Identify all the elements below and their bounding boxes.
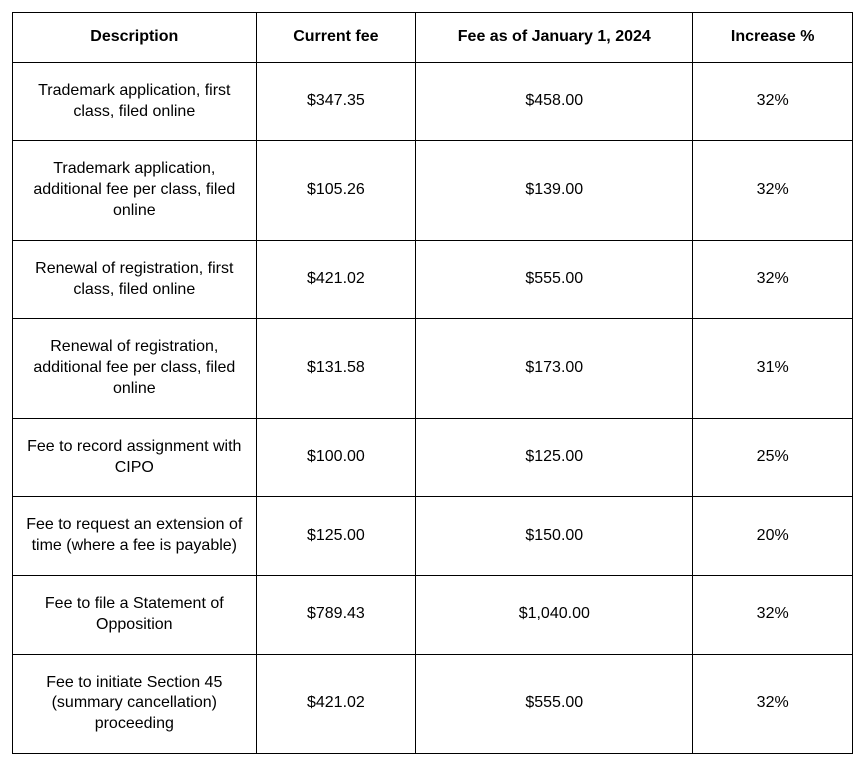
cell-current-fee: $347.35 — [256, 62, 416, 141]
cell-new-fee: $150.00 — [416, 497, 693, 576]
col-header-description: Description — [13, 13, 257, 63]
table-row: Fee to file a Statement of Opposition $7… — [13, 575, 853, 654]
col-header-current-fee: Current fee — [256, 13, 416, 63]
cell-current-fee: $125.00 — [256, 497, 416, 576]
cell-new-fee: $173.00 — [416, 319, 693, 418]
cell-new-fee: $555.00 — [416, 654, 693, 753]
cell-increase: 32% — [693, 240, 853, 319]
cell-increase: 32% — [693, 575, 853, 654]
table-header: Description Current fee Fee as of Januar… — [13, 13, 853, 63]
col-header-increase: Increase % — [693, 13, 853, 63]
cell-new-fee: $555.00 — [416, 240, 693, 319]
col-header-new-fee: Fee as of January 1, 2024 — [416, 13, 693, 63]
cell-current-fee: $105.26 — [256, 141, 416, 240]
table-header-row: Description Current fee Fee as of Januar… — [13, 13, 853, 63]
cell-increase: 25% — [693, 418, 853, 497]
table-row: Fee to record assignment with CIPO $100.… — [13, 418, 853, 497]
table-row: Fee to initiate Section 45 (summary canc… — [13, 654, 853, 753]
cell-increase: 32% — [693, 654, 853, 753]
cell-current-fee: $421.02 — [256, 240, 416, 319]
cell-description: Fee to initiate Section 45 (summary canc… — [13, 654, 257, 753]
table-row: Trademark application, first class, file… — [13, 62, 853, 141]
cell-description: Trademark application, additional fee pe… — [13, 141, 257, 240]
cell-new-fee: $1,040.00 — [416, 575, 693, 654]
cell-increase: 20% — [693, 497, 853, 576]
cell-increase: 32% — [693, 62, 853, 141]
cell-current-fee: $131.58 — [256, 319, 416, 418]
cell-increase: 32% — [693, 141, 853, 240]
cell-description: Fee to record assignment with CIPO — [13, 418, 257, 497]
cell-new-fee: $139.00 — [416, 141, 693, 240]
cell-description: Renewal of registration, additional fee … — [13, 319, 257, 418]
cell-new-fee: $125.00 — [416, 418, 693, 497]
cell-description: Fee to request an extension of time (whe… — [13, 497, 257, 576]
cell-description: Renewal of registration, first class, fi… — [13, 240, 257, 319]
table-row: Renewal of registration, first class, fi… — [13, 240, 853, 319]
table-body: Trademark application, first class, file… — [13, 62, 853, 753]
cell-description: Fee to file a Statement of Opposition — [13, 575, 257, 654]
cell-increase: 31% — [693, 319, 853, 418]
cell-current-fee: $421.02 — [256, 654, 416, 753]
cell-new-fee: $458.00 — [416, 62, 693, 141]
cell-description: Trademark application, first class, file… — [13, 62, 257, 141]
cell-current-fee: $789.43 — [256, 575, 416, 654]
cell-current-fee: $100.00 — [256, 418, 416, 497]
table-row: Renewal of registration, additional fee … — [13, 319, 853, 418]
table-row: Trademark application, additional fee pe… — [13, 141, 853, 240]
fee-table: Description Current fee Fee as of Januar… — [12, 12, 853, 754]
table-row: Fee to request an extension of time (whe… — [13, 497, 853, 576]
